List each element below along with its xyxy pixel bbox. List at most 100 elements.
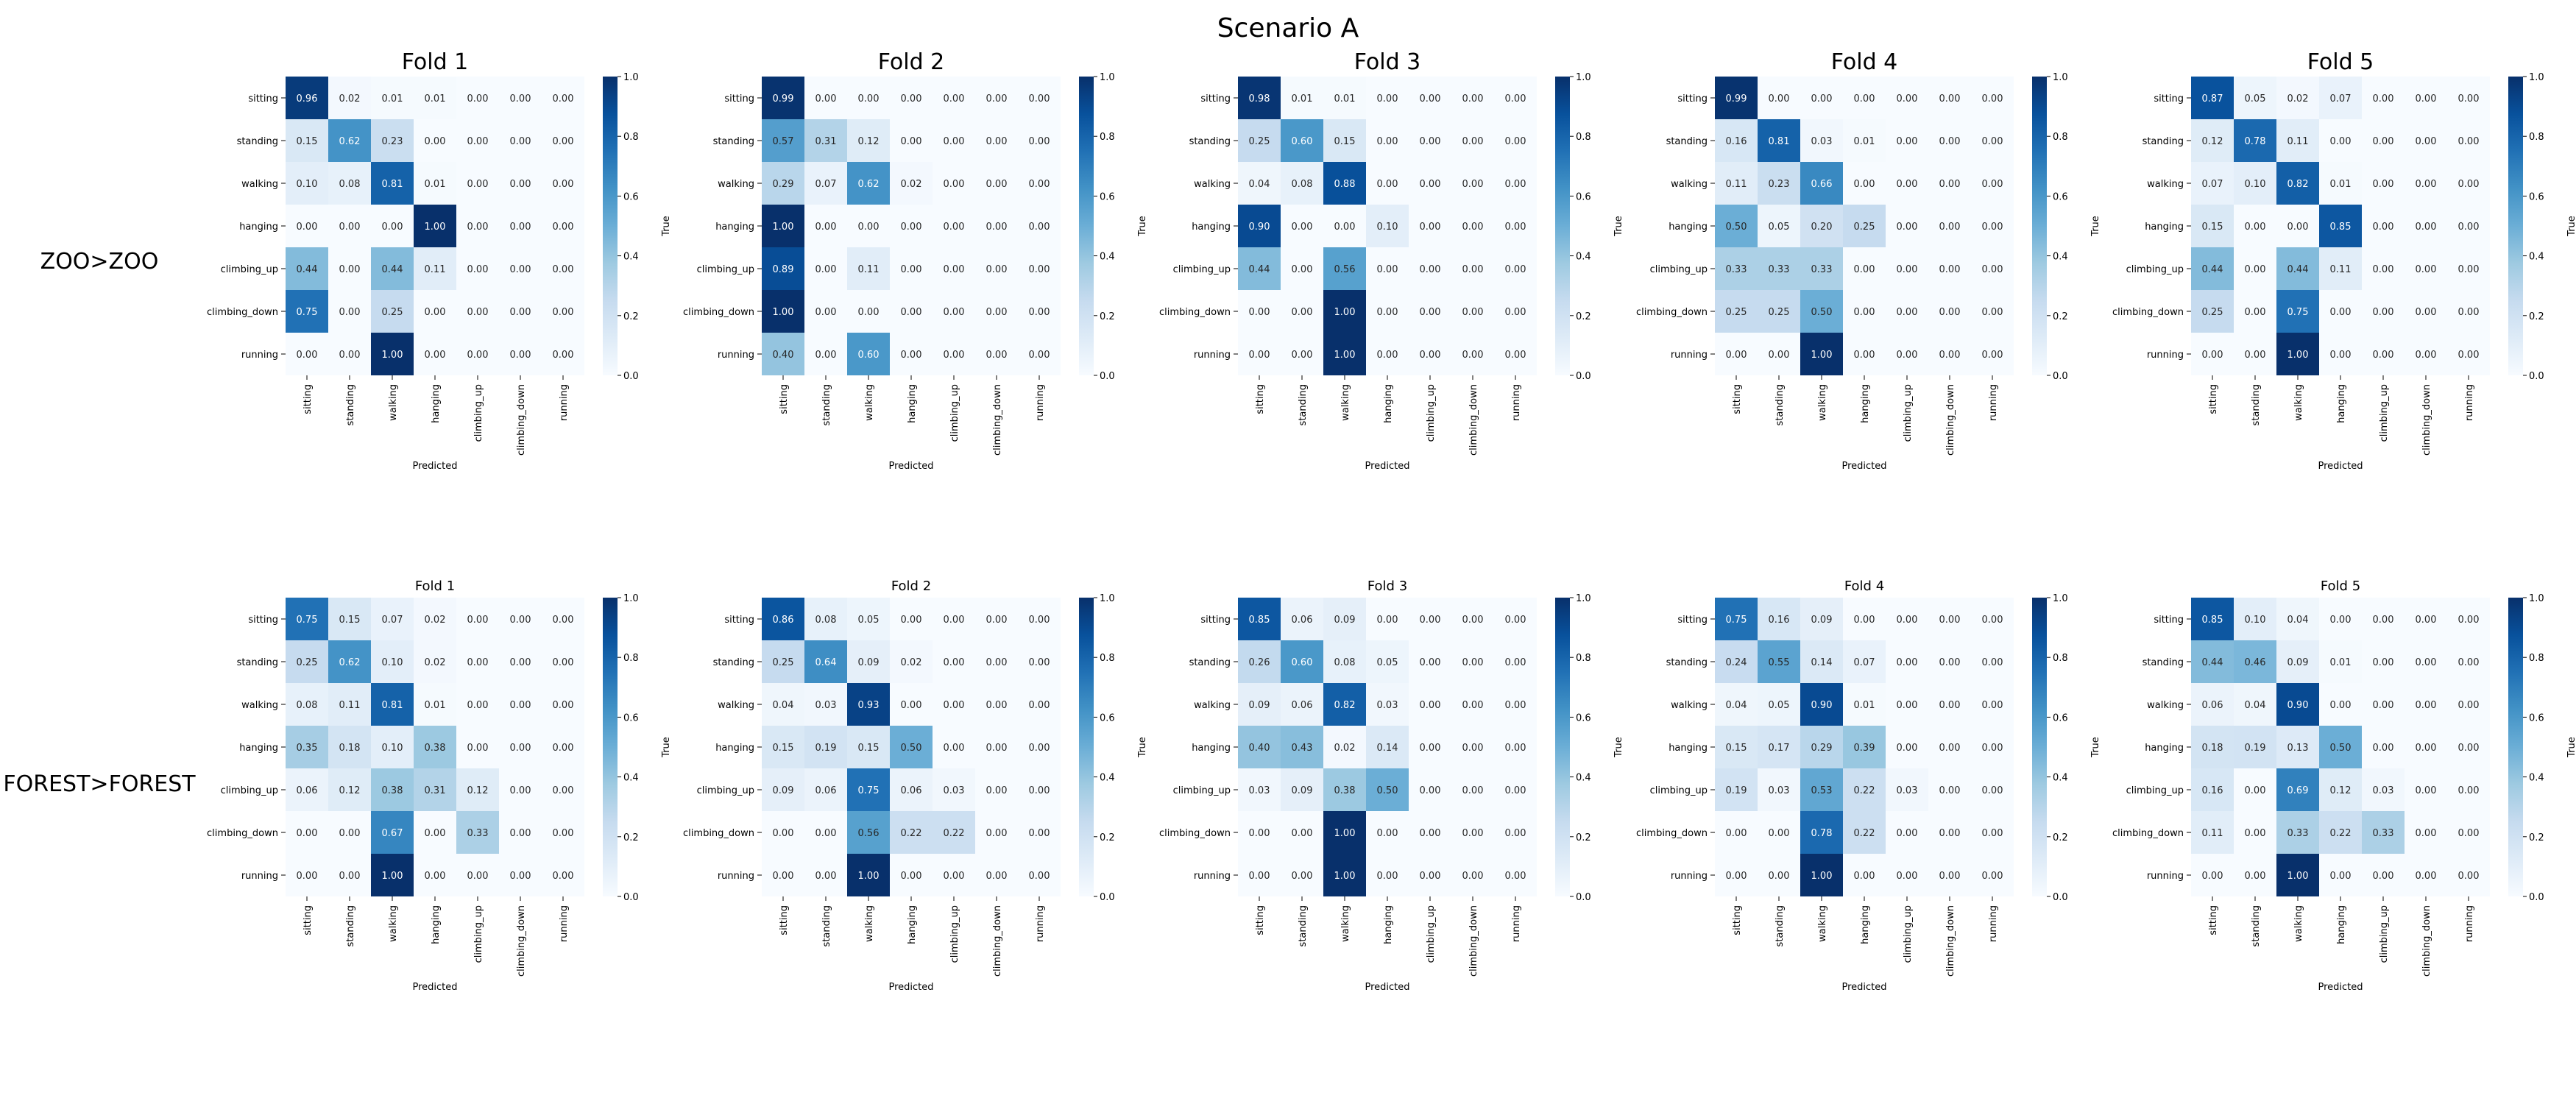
cell-value-label: 0.07 <box>2330 93 2352 105</box>
cell-value-label: 0.00 <box>553 657 574 668</box>
colorbar-tick-label: 0.6 <box>2529 712 2544 723</box>
heatmap-cell <box>2276 854 2319 896</box>
heatmap-cell <box>286 726 328 768</box>
cell-value-label: 0.00 <box>2245 871 2266 882</box>
heatmap-cell <box>2319 247 2362 290</box>
y-tick-label: climbing_up <box>1173 785 1231 796</box>
heatmap-cell <box>2447 811 2490 854</box>
heatmap-cell <box>499 162 542 205</box>
cell-value-label: 0.14 <box>1377 743 1398 754</box>
cell-value-label: 0.75 <box>297 615 318 626</box>
cell-value-label: 0.00 <box>2245 222 2266 233</box>
cell-value-label: 0.00 <box>425 828 446 839</box>
cell-value-label: 0.19 <box>2245 743 2266 754</box>
cell-value-label: 1.00 <box>382 871 403 882</box>
x-tick-label: running <box>1988 384 1999 421</box>
cell-value-label: 0.00 <box>553 350 574 361</box>
heatmap-cell <box>2319 683 2362 726</box>
cell-value-label: 0.66 <box>1811 179 1833 190</box>
heatmap-cell <box>762 854 804 896</box>
heatmap-cell <box>933 726 975 768</box>
heatmap-cell <box>2405 640 2447 683</box>
cell-value-label: 0.00 <box>2458 700 2480 711</box>
cell-value-label: 0.12 <box>339 785 361 796</box>
cell-value-label: 0.09 <box>773 785 794 796</box>
cell-value-label: 0.11 <box>2330 264 2352 275</box>
confusion-matrix-panel: Fold 1 0.96 0.02 0.01 0.01 0.00 0.00 0.00 0.15 0.… <box>207 49 672 472</box>
colorbar-tick-label: 1.0 <box>2529 593 2544 604</box>
colorbar <box>2032 598 2047 896</box>
heatmap-cell <box>2234 247 2276 290</box>
heatmap-cell <box>1238 768 1281 811</box>
cell-value-label: 0.03 <box>815 700 837 711</box>
cell-value-label: 0.00 <box>510 222 531 233</box>
x-tick-label: running <box>1511 384 1522 421</box>
heatmap-cell <box>1971 598 2014 640</box>
panel-title: Fold 2 <box>891 578 931 594</box>
heatmap-cell <box>975 854 1018 896</box>
cell-value-label: 0.00 <box>339 222 361 233</box>
y-tick-label: running <box>241 350 278 361</box>
cell-value-label: 0.75 <box>858 785 880 796</box>
cell-value-label: 0.90 <box>2287 700 2309 711</box>
cell-value-label: 0.00 <box>2330 307 2352 318</box>
heatmap-cell <box>890 854 933 896</box>
heatmap-cell <box>499 77 542 119</box>
cell-value-label: 0.00 <box>553 828 574 839</box>
cell-value-label: 0.44 <box>2202 264 2223 275</box>
cell-value-label: 0.00 <box>1982 871 2003 882</box>
cell-value-label: 0.00 <box>1982 136 2003 147</box>
cell-value-label: 0.38 <box>1334 785 1356 796</box>
cell-value-label: 0.00 <box>467 179 489 190</box>
y-tick-label: climbing_up <box>697 264 754 275</box>
heatmap-cell <box>1494 811 1537 854</box>
heatmap-cell <box>414 119 456 162</box>
heatmap-cell <box>1758 811 1800 854</box>
heatmap-cell <box>414 640 456 683</box>
cell-value-label: 0.02 <box>901 179 922 190</box>
cell-value-label: 0.29 <box>1811 743 1833 754</box>
y-tick-label: standing <box>2142 136 2184 147</box>
heatmap-cell <box>499 247 542 290</box>
heatmap-cell <box>1451 598 1494 640</box>
heatmap-cell <box>542 854 584 896</box>
heatmap-cell <box>414 683 456 726</box>
colorbar-tick-label: 0.0 <box>623 892 639 903</box>
heatmap-cell <box>371 119 414 162</box>
y-tick-label: sitting <box>1200 615 1231 626</box>
heatmap-cell <box>1800 205 1843 247</box>
heatmap-cell <box>371 683 414 726</box>
heatmap-cell <box>2319 768 2362 811</box>
cell-value-label: 0.33 <box>467 828 489 839</box>
cell-value-label: 0.00 <box>1982 785 2003 796</box>
cell-value-label: 0.00 <box>1029 785 1050 796</box>
y-tick-label: walking <box>1671 179 1708 190</box>
y-tick-label: climbing_down <box>207 307 278 318</box>
cell-value-label: 0.89 <box>773 264 794 275</box>
heatmap-cell <box>1715 290 1758 333</box>
cell-value-label: 0.00 <box>1982 828 2003 839</box>
cell-value-label: 0.06 <box>815 785 837 796</box>
heatmap-cell <box>328 77 371 119</box>
heatmap-cell <box>2191 119 2234 162</box>
cell-value-label: 0.00 <box>553 785 574 796</box>
x-tick-label: climbing_up <box>1426 384 1437 442</box>
x-tick-label: sitting <box>779 384 790 414</box>
cell-value-label: 0.00 <box>1292 871 1313 882</box>
cell-value-label: 0.15 <box>773 743 794 754</box>
x-axis-label: Predicted <box>1365 982 1409 993</box>
heatmap-cell <box>1281 290 1323 333</box>
cell-value-label: 0.00 <box>1897 93 1918 105</box>
heatmap-cell <box>804 768 847 811</box>
cell-value-label: 0.00 <box>858 307 880 318</box>
cell-value-label: 0.00 <box>2416 264 2437 275</box>
heatmap-cell <box>456 162 499 205</box>
cell-value-label: 0.00 <box>2330 700 2352 711</box>
cell-value-label: 0.25 <box>2202 307 2223 318</box>
heatmap-cell <box>1715 640 1758 683</box>
heatmap-cell <box>1366 811 1409 854</box>
x-tick-label: walking <box>388 905 399 942</box>
heatmap-cell <box>499 205 542 247</box>
heatmap-cell <box>1886 205 1928 247</box>
heatmap-cell <box>1758 119 1800 162</box>
